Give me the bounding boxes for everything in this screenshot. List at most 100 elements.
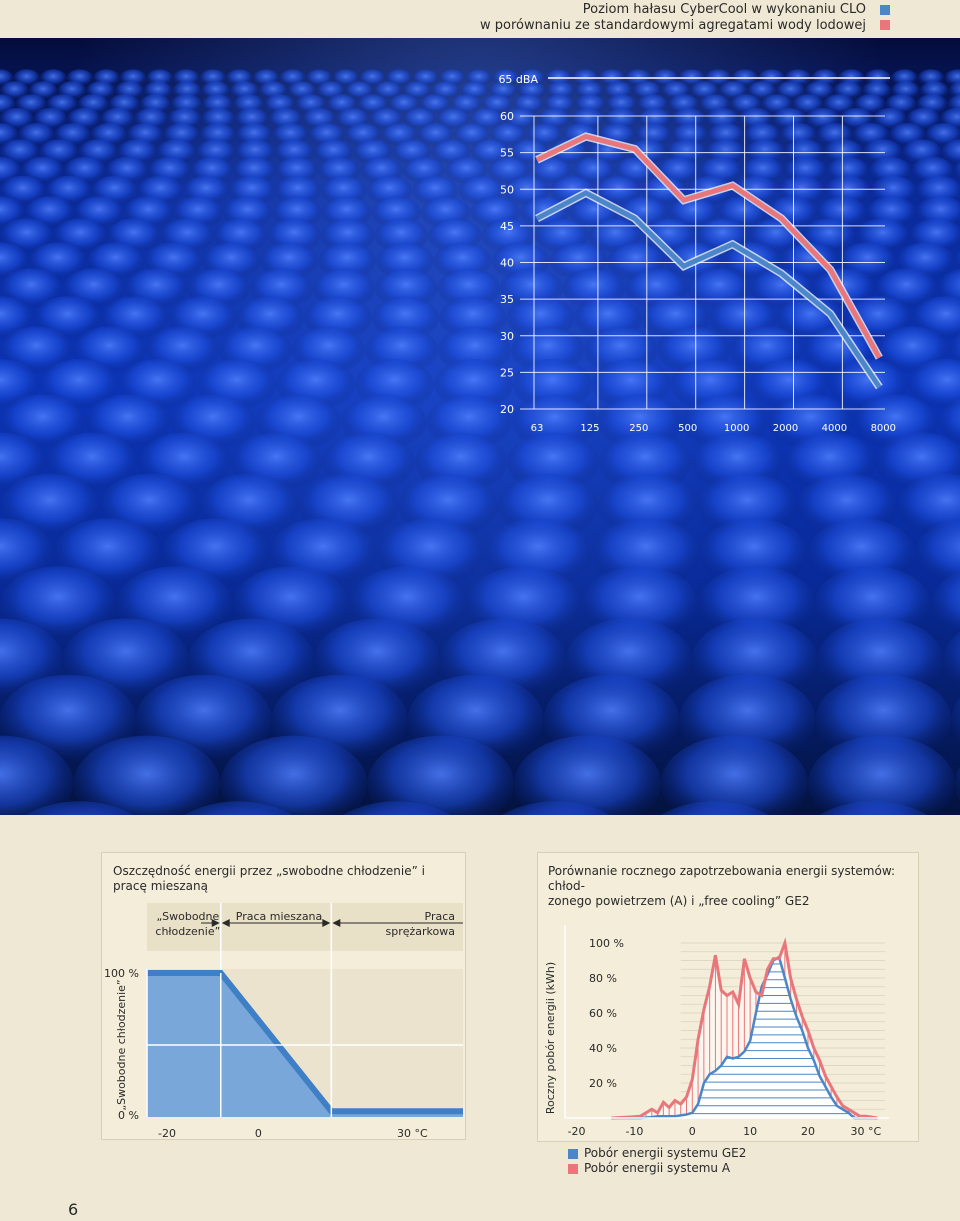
foam-bump	[819, 801, 927, 815]
foam-bump	[954, 765, 960, 802]
legend-swatch-ge2	[568, 1149, 578, 1159]
legend-swatch-a	[568, 1164, 578, 1174]
foam-bump	[220, 735, 368, 815]
x-tick-label: 0	[255, 1127, 262, 1140]
energy-title: Porównanie rocznego zapotrzebowania ener…	[548, 864, 918, 909]
foam-bump	[660, 801, 769, 815]
foam-bump	[453, 123, 490, 147]
foam-texture	[0, 69, 960, 815]
y-tick-label: 40 %	[589, 1042, 617, 1055]
foam-bump	[514, 735, 661, 815]
energy-title-line-1: Porównanie rocznego zapotrzebowania ener…	[548, 864, 896, 893]
foam-bump	[25, 801, 134, 815]
foam-bump	[954, 249, 960, 273]
foam-bump	[873, 107, 907, 130]
series-line-halo-1	[535, 188, 883, 390]
x-tick-label: -20	[158, 1127, 176, 1140]
foam-bump	[951, 697, 960, 741]
free-cooling-line	[147, 970, 463, 1115]
y-tick-label: 20	[500, 403, 514, 416]
region-label-free-2: chłodzenie”	[155, 925, 220, 938]
x-tick-label: 0	[689, 1125, 696, 1138]
legend-item-a: Pobór energii systemu A	[568, 1161, 746, 1176]
foam-bump	[332, 69, 360, 87]
series-line-1	[535, 190, 882, 389]
x-tick-label: 8000	[871, 423, 896, 434]
foam-bump	[747, 81, 777, 100]
y-tick-label: 35	[500, 293, 514, 306]
foam-bump	[930, 571, 960, 638]
free-cooling-chart: „Swobodne chłodzenie” Praca mieszana Praca s…	[104, 903, 463, 1140]
arrow-head	[332, 919, 341, 927]
region-label-mixed: Praca mieszana	[236, 910, 323, 923]
free-cooling-title-line-2: pracę mieszaną	[113, 879, 208, 893]
foam-bump	[943, 631, 960, 688]
arrow-head	[322, 919, 331, 927]
y-tick-label: 25	[500, 366, 514, 379]
foam-bump	[938, 397, 960, 447]
x-tick-label: 125	[580, 423, 599, 434]
y-tick-label: 20 %	[589, 1077, 617, 1090]
x-tick-label: 500	[678, 423, 697, 434]
foam-bump	[953, 160, 960, 181]
y-tick-label: 30	[500, 330, 514, 343]
series-line-halo-0	[535, 132, 883, 360]
x-tick-label: 20	[801, 1125, 815, 1138]
ylabel-top: 65 dBA	[498, 73, 538, 86]
energy-legend: Pobór energii systemu GE2 Pobór energii …	[568, 1146, 746, 1176]
foam-bump	[915, 518, 960, 589]
y-tick-label: 55	[500, 147, 514, 160]
free-cooling-title-line-1: Oszczędność energii przez „swobodne chło…	[113, 864, 425, 878]
x-tick-label: 4000	[822, 423, 847, 434]
noise-chart: 65 dBA 60 55 50 45 40 35 30 25 20 63 125 250 500 1000 2…	[498, 73, 896, 434]
foam-bump	[941, 139, 960, 165]
y-tick-label: 40	[500, 257, 514, 270]
foam-bump	[595, 175, 642, 206]
foam-bump	[949, 333, 960, 368]
foam-bump	[529, 156, 573, 185]
region-label-comp-1: Praca	[425, 910, 456, 923]
foam-bump	[73, 735, 221, 815]
legend-item-ge2: Pobór energii systemu GE2	[568, 1146, 746, 1161]
x-tick-label: 2000	[773, 423, 798, 434]
arrow-head	[211, 919, 220, 927]
legend-label-ge2: Pobór energii systemu GE2	[584, 1146, 747, 1160]
x-tick-label: 63	[531, 423, 544, 434]
y-tick-label: 45	[500, 220, 514, 233]
x-tick-label: 30 °C	[397, 1127, 428, 1140]
y-tick-label: 0 %	[118, 1109, 139, 1122]
x-tick-label: -20	[568, 1125, 586, 1138]
x-tick-label: 10	[743, 1125, 757, 1138]
foam-bump	[436, 107, 471, 130]
ge2-area	[611, 957, 878, 1118]
foam-bump	[0, 735, 74, 815]
x-tick-label: 1000	[724, 423, 749, 434]
title-line-1: Poziom hałasu CyberCool w wykonaniu CLO	[582, 2, 866, 17]
free-cooling-title: Oszczędność energii przez „swobodne chło…	[113, 864, 425, 894]
foam-bump	[501, 801, 610, 815]
system-a-line	[611, 937, 878, 1120]
region-label-free-1: „Swobodne	[156, 910, 219, 923]
y-axis-label: „Swobodne chłodzenie”	[115, 979, 128, 1110]
legend-label-a: Pobór energii systemu A	[584, 1161, 731, 1175]
x-tick-label: 30 °C	[851, 1125, 882, 1138]
title-line-2: w porównaniu ze standardowymi agregatami…	[480, 18, 866, 33]
series-line-0	[535, 133, 882, 359]
noise-chart-title: Poziom hałasu CyberCool w wykonaniu CLO …	[480, 2, 866, 34]
foam-bump	[367, 735, 515, 815]
x-tick-label: 250	[629, 423, 648, 434]
ge2-line	[611, 955, 878, 1120]
page-number: 6	[68, 1200, 79, 1219]
energy-chart: 100 % 80 % 60 % 40 % 20 % Roczny pobór energi…	[544, 925, 889, 1138]
foam-bump	[184, 801, 292, 815]
foam-bump	[661, 735, 808, 815]
y-tick-label: 100 %	[104, 967, 139, 980]
foam-photo: 65 dBA 60 55 50 45 40 35 30 25 20 63 125 250 500 1000 2…	[0, 38, 960, 815]
x-tick-label: -10	[625, 1125, 643, 1138]
foam-bump	[343, 801, 451, 815]
y-tick-label: 50	[500, 183, 514, 196]
foam-bump	[808, 735, 955, 815]
header-bar: Poziom hałasu CyberCool w wykonaniu CLO …	[0, 0, 960, 38]
y-tick-label: 60	[500, 110, 514, 123]
y-tick-label: 60 %	[589, 1007, 617, 1020]
